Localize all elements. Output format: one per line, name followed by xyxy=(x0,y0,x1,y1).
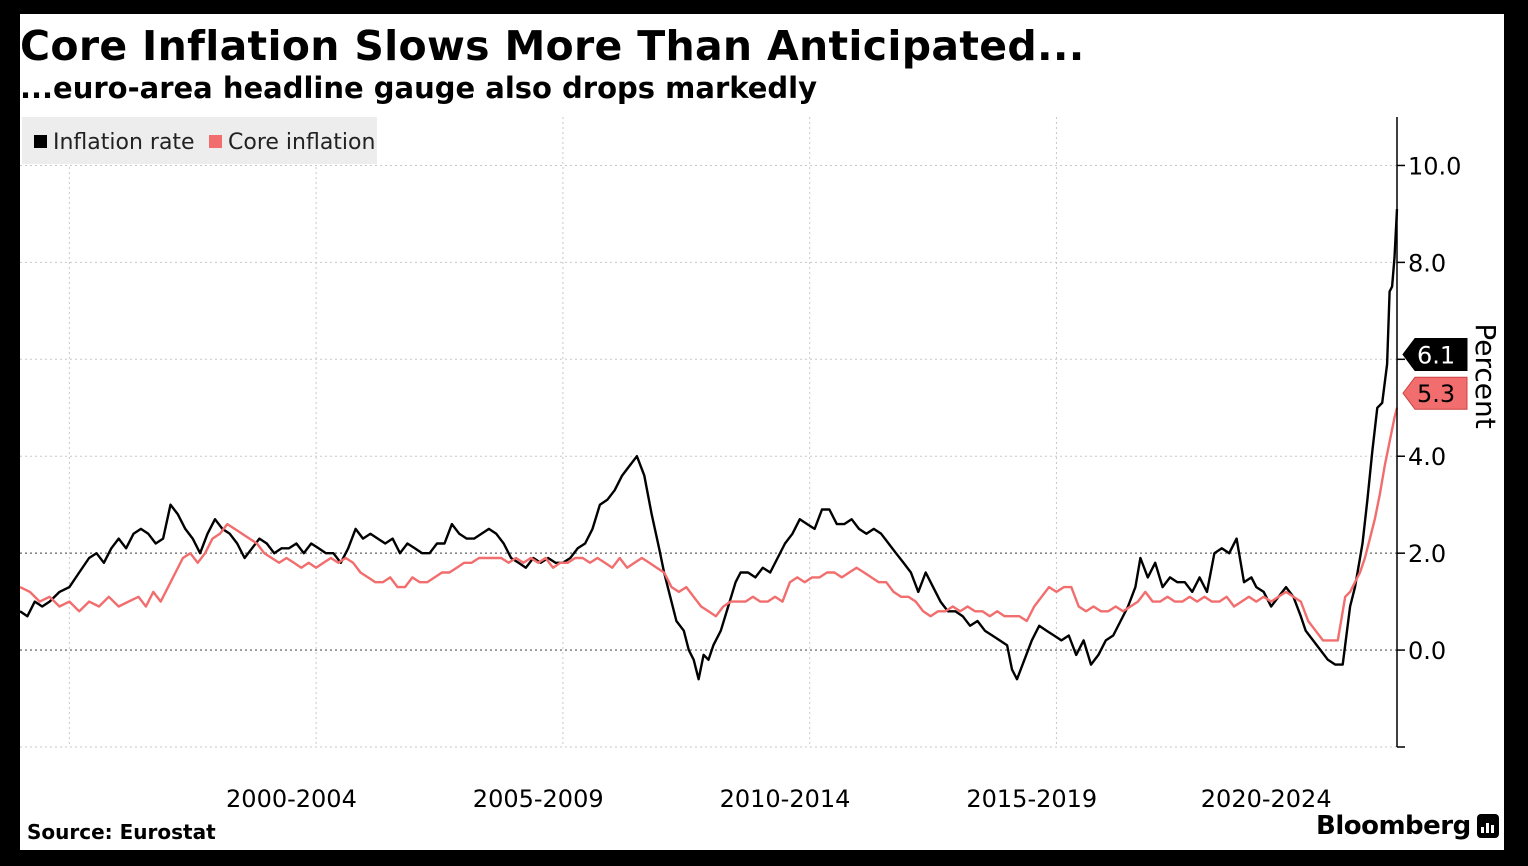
y-tick-label: 10.0 xyxy=(1408,152,1461,180)
end-value-labels: 6.15.3 xyxy=(1402,337,1468,410)
bloomberg-terminal-icon xyxy=(1476,814,1499,838)
x-group-label: 2000-2004 xyxy=(226,785,357,813)
legend-label: Inflation rate xyxy=(53,130,195,155)
chart-subtitle: ...euro-area headline gauge also drops m… xyxy=(20,71,818,105)
x-group-label: 2005-2009 xyxy=(473,785,604,813)
line-chart: 0.02.04.06.08.010.0 2000-20042005-200920… xyxy=(20,117,1502,813)
end-label-tag xyxy=(1402,337,1468,371)
legend-swatch xyxy=(34,135,47,148)
x-group-label: 2020-2024 xyxy=(1201,785,1332,813)
y-tick-label: 8.0 xyxy=(1408,249,1446,277)
legend-box xyxy=(22,117,377,164)
legend-swatch xyxy=(209,135,222,148)
y-axis-title: Percent xyxy=(1469,323,1502,428)
series-line-core-inflation xyxy=(20,407,1399,642)
x-group-label: 2015-2019 xyxy=(966,785,1097,813)
y-tick-label: 2.0 xyxy=(1408,540,1446,568)
x-axis-labels: 2000-2004 2005-2009 2010-2014 2015-2019 2020… xyxy=(226,785,1332,813)
end-label-tag xyxy=(1402,376,1468,410)
brand: Bloomberg xyxy=(1316,811,1499,841)
chart-card: Core Inflation Slows More Than Anticipat… xyxy=(20,14,1504,850)
end-value-label: 6.1 xyxy=(1417,341,1455,369)
x-group-label: 2010-2014 xyxy=(720,785,851,813)
legend-label: Core inflation xyxy=(228,130,375,155)
y-tick-label: 4.0 xyxy=(1408,443,1446,471)
y-axis: 0.02.04.06.08.010.0 xyxy=(1396,117,1461,748)
brand-logo-text: Bloomberg xyxy=(1316,811,1471,841)
chart-title: Core Inflation Slows More Than Anticipat… xyxy=(20,22,1085,70)
y-tick-label: 0.0 xyxy=(1408,637,1446,665)
end-value-label: 5.3 xyxy=(1417,380,1455,408)
series-line-inflation-rate xyxy=(20,209,1399,681)
x-group-separators xyxy=(68,117,1057,747)
legend: Inflation rate Core inflation xyxy=(22,117,377,164)
source-note: Source: Eurostat xyxy=(27,820,216,844)
series-layer xyxy=(20,209,1399,681)
